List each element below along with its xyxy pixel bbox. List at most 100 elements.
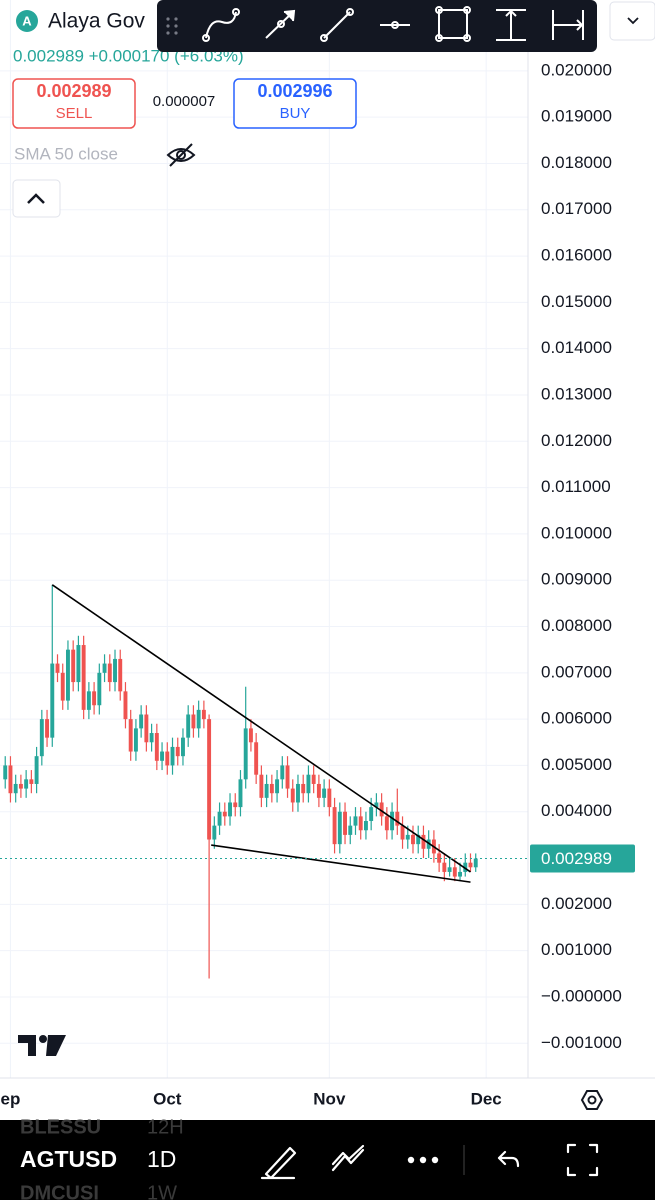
interval-next[interactable]: 1W [147, 1182, 177, 1200]
symbol-prev[interactable]: BLESSU [20, 1116, 101, 1138]
candle-body [269, 783, 274, 794]
candle-body [123, 691, 128, 720]
y-tick-label: 0.014000 [541, 338, 612, 357]
y-tick-label: 0.018000 [541, 153, 612, 172]
tool-date-range[interactable] [552, 10, 584, 40]
candle-body [39, 719, 44, 757]
candle-body [34, 756, 39, 784]
y-tick-label: 0.016000 [541, 246, 612, 265]
candle-body [458, 871, 462, 877]
candle-body [275, 779, 280, 794]
symbol-next[interactable]: DMCUSI [20, 1182, 99, 1200]
y-tick-label: 0.008000 [541, 616, 612, 635]
sell-label: SELL [56, 105, 93, 122]
candle-body [343, 811, 347, 835]
candle-body [233, 802, 238, 808]
sell-price: 0.002989 [36, 81, 111, 101]
tool-rectangle[interactable] [435, 6, 471, 42]
candle-body [437, 853, 442, 863]
tool-price-range[interactable] [496, 9, 526, 41]
y-tick-label: 0.007000 [541, 662, 612, 681]
candle-body [50, 663, 55, 738]
bottom-bar [0, 1120, 655, 1200]
y-tick-label: 0.010000 [541, 523, 612, 542]
y-tick-label: −0.000000 [541, 986, 622, 1005]
candle-body [363, 821, 368, 831]
trend-line [211, 844, 471, 883]
candle-body [118, 658, 123, 692]
x-tick-label: Dec [471, 1089, 502, 1108]
candle-body [181, 737, 185, 757]
candle-body [165, 751, 170, 766]
symbol-name[interactable]: Alaya Gov [48, 10, 145, 33]
symbol-logo [16, 10, 38, 32]
candle-body [248, 728, 253, 743]
candle-body [8, 765, 13, 794]
indicators-button[interactable] [331, 1144, 365, 1172]
y-tick-label: 0.011000 [541, 477, 611, 496]
draw-button[interactable] [260, 1146, 297, 1180]
candle-body [60, 672, 65, 701]
undo-button[interactable] [497, 1150, 520, 1168]
collapse-button[interactable] [12, 179, 61, 218]
candle-body [128, 719, 133, 752]
last-price-label: 0.002989 [541, 849, 612, 868]
x-tick-label: ep [1, 1089, 21, 1108]
candle-body [290, 788, 295, 803]
candle-body [254, 742, 259, 775]
settings-icon[interactable] [580, 1090, 604, 1110]
candle-body [212, 825, 217, 840]
y-tick-label: 0.013000 [541, 384, 612, 403]
symbol-logo-letter: A [22, 13, 32, 28]
y-tick-label: 0.015000 [541, 292, 612, 311]
candle-body [332, 807, 337, 845]
drawing-toolbar [157, 0, 597, 52]
candle-body [201, 709, 206, 720]
hide-indicator-icon[interactable] [166, 143, 196, 167]
candle-body [416, 834, 421, 845]
tool-path[interactable] [202, 8, 240, 42]
y-tick-label: 0.019000 [541, 107, 612, 126]
symbol-current[interactable]: AGTUSD [20, 1146, 117, 1172]
buy-button[interactable] [233, 78, 357, 129]
candle-body [76, 645, 81, 683]
spread: 0.000007 [153, 93, 216, 110]
y-tick-label: 0.005000 [541, 755, 612, 774]
sell-button[interactable] [12, 78, 136, 129]
candle-body [207, 719, 212, 840]
candle-body [133, 728, 138, 752]
candle-body [400, 825, 405, 840]
interval-current[interactable]: 1D [147, 1146, 176, 1172]
buy-price: 0.002996 [257, 81, 332, 101]
more-button[interactable] [407, 1156, 439, 1164]
indicator-label: SMA 50 close [14, 144, 118, 163]
candle-body [86, 691, 91, 710]
candle-body [358, 816, 363, 831]
interval-prev[interactable]: 12H [147, 1116, 184, 1138]
candle-body [24, 779, 29, 789]
toolbar-grip[interactable] [166, 17, 178, 35]
candle-body [452, 867, 457, 877]
candle-body [186, 714, 191, 738]
candle-body [3, 765, 8, 780]
candle-body [217, 811, 222, 826]
candle-body [228, 802, 232, 817]
menu-button[interactable] [609, 1, 655, 41]
candle-body [442, 862, 447, 872]
candle-body [259, 774, 264, 798]
candle-body [369, 807, 374, 822]
candle-body [97, 672, 102, 706]
fullscreen-button[interactable] [566, 1143, 599, 1177]
candle-body [327, 788, 332, 808]
candle-body [353, 816, 358, 826]
y-tick-label: 0.001000 [541, 940, 612, 959]
tool-horizontal-line[interactable] [380, 21, 410, 29]
candle-body [316, 783, 321, 798]
tool-arrow[interactable] [265, 9, 296, 39]
candle-body [311, 774, 316, 784]
candle-body [144, 714, 149, 743]
candle-body [285, 765, 290, 789]
candle-body [170, 746, 175, 766]
tool-trend-line[interactable] [320, 8, 354, 42]
